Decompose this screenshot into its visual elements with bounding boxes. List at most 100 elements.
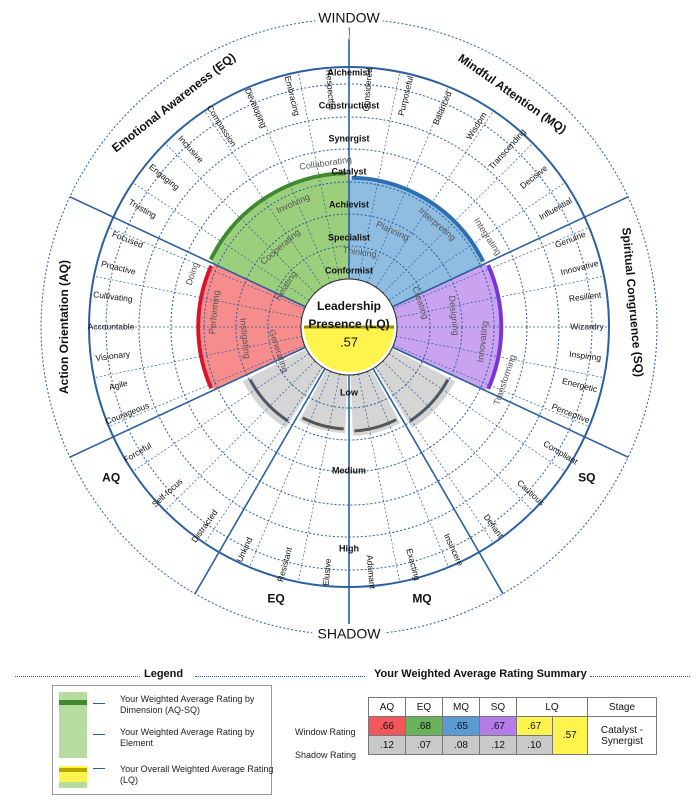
- level-label-1: Specialist: [328, 232, 370, 242]
- element-spoke: [375, 366, 494, 544]
- header-sq: SQ: [479, 697, 517, 717]
- center-subtitle: Presence (LQ): [308, 317, 389, 331]
- descriptor-label-sq: Resilient: [568, 290, 602, 304]
- descriptor-label-mq: Transcending: [486, 126, 528, 171]
- legend-item-lq: Your Overall Weighted Average Rating (LQ…: [120, 764, 274, 785]
- window-rating-label: Window Rating: [295, 727, 356, 737]
- window-rating-row: .66 .68 .65 .67 .67 .57 Catalyst - Syner…: [368, 716, 657, 755]
- shadow-arc-aq: [248, 378, 289, 423]
- header-eq: EQ: [405, 697, 443, 717]
- element-spoke: [164, 360, 316, 512]
- shadow-arc-sq: [409, 378, 450, 423]
- divider-line-7: [194, 368, 326, 595]
- level-label-5: Constructivist: [319, 100, 380, 110]
- descriptor-label-mq: Balanced: [431, 89, 454, 126]
- shadow-fill-sq: [374, 348, 456, 429]
- window-sq: .67: [479, 716, 517, 736]
- header-lq: LQ: [516, 697, 588, 717]
- descriptor-label-aq: Visionary: [95, 349, 132, 363]
- divider-line-4: [392, 346, 629, 458]
- element-spoke: [204, 110, 323, 288]
- descriptor-label-aq: Focused: [111, 229, 145, 250]
- descriptor-label-eq: Engaging: [147, 162, 181, 193]
- legend-item-element: Your Weighted Average Rating by Element: [120, 727, 255, 748]
- summary-table: AQ EQ MQ SQ LQ Stage .66 .68 .65 .67 .67…: [368, 697, 657, 755]
- shadow-descriptor-mq: Exacting: [404, 547, 422, 581]
- shadow-descriptor-eq: Elusive: [321, 558, 333, 586]
- window-label: WINDOW: [318, 10, 380, 26]
- level-label-4: Synergist: [328, 133, 369, 143]
- element-spoke: [367, 371, 449, 568]
- shadow-aq: .12: [368, 735, 406, 755]
- element-spoke: [108, 345, 305, 427]
- lq-overall: .57: [551, 716, 588, 755]
- level-label-2: Achievist: [329, 199, 369, 209]
- element-spoke: [132, 353, 310, 472]
- window-arc-eq: [208, 171, 347, 261]
- divider-line-5: [372, 368, 504, 595]
- descriptor-label-sq: Energetic: [561, 376, 599, 395]
- element-spoke: [204, 366, 323, 544]
- element-spoke: [249, 371, 331, 568]
- shadow-label: SHADOW: [318, 626, 382, 642]
- element-spoke: [93, 336, 302, 379]
- level-label-6: Alchemist: [327, 67, 370, 77]
- element-spoke: [367, 86, 449, 283]
- shadow-sq: .12: [479, 735, 517, 755]
- element-spoke: [93, 275, 302, 318]
- element-spoke: [393, 227, 590, 309]
- summary-header-row: AQ EQ MQ SQ LQ Stage: [368, 697, 657, 717]
- outer-dotted-ring: [40, 18, 658, 636]
- shadow-fill-eq: [299, 369, 348, 434]
- legend-title: Legend: [138, 668, 190, 680]
- legend-box: [52, 685, 272, 795]
- shadow-arc-eq: [302, 416, 344, 431]
- dimension-title-sq: Spiritual Congruence (SQ): [619, 227, 646, 378]
- element-spoke: [249, 86, 331, 283]
- descriptor-label-sq: Innovative: [559, 258, 599, 277]
- window-aq: .66: [368, 716, 406, 736]
- window-eq: .68: [405, 716, 443, 736]
- window-fill-mq: [349, 179, 483, 307]
- center-value: .57: [340, 334, 358, 349]
- descriptor-label-sq: Inspiring: [569, 349, 602, 363]
- shadow-dim-label-sq: SQ: [578, 471, 595, 485]
- shadow-mq: .08: [442, 735, 480, 755]
- divider-line-0: [69, 346, 306, 458]
- element-spoke: [297, 71, 340, 280]
- window-lq: .67: [516, 716, 553, 736]
- descriptor-label-eq: Developing: [243, 86, 269, 129]
- element-label-sq: Designing: [447, 295, 461, 336]
- shadow-descriptor-sq: Defiant: [482, 512, 506, 540]
- element-spoke: [396, 275, 605, 318]
- element-spoke: [108, 227, 305, 309]
- descriptor-label-eq: Respectful: [324, 69, 337, 110]
- element-spoke: [297, 374, 340, 583]
- shadow-eq: .07: [405, 735, 443, 755]
- divider-line-3: [392, 196, 629, 308]
- divider-line-1: [69, 196, 306, 308]
- descriptor-label-aq: Proactive: [100, 258, 137, 277]
- header-aq: AQ: [368, 697, 406, 717]
- descriptor-label-sq: Genuine: [553, 229, 587, 250]
- shadow-descriptor-mq: Insincere: [442, 532, 466, 568]
- shadow-dim-label-mq: MQ: [412, 592, 431, 606]
- element-spoke: [396, 336, 605, 379]
- shadow-level-label-0: Low: [340, 387, 359, 397]
- shadow-descriptor-eq: Resistant: [275, 545, 294, 582]
- element-label-aq: Instigating: [238, 317, 252, 359]
- descriptor-label-aq: Accountable: [88, 321, 135, 331]
- element-spoke: [388, 353, 566, 472]
- element-spoke: [393, 345, 590, 427]
- descriptor-label-eq: Trusting: [127, 197, 159, 221]
- shadow-lq: .10: [516, 735, 553, 755]
- element-label-sq: Innovating: [475, 320, 489, 362]
- level-label-3: Catalyst: [331, 166, 366, 176]
- window-fill-eq: [211, 175, 349, 307]
- shadow-dim-label-aq: AQ: [102, 471, 120, 485]
- header-mq: MQ: [442, 697, 480, 717]
- legend-item-dimension: Your Weighted Average Rating by Dimensio…: [120, 694, 255, 715]
- element-label-aq: Doing: [184, 261, 201, 286]
- element-spoke: [358, 374, 401, 583]
- summary-title: Your Weighted Average Rating Summary: [368, 668, 593, 680]
